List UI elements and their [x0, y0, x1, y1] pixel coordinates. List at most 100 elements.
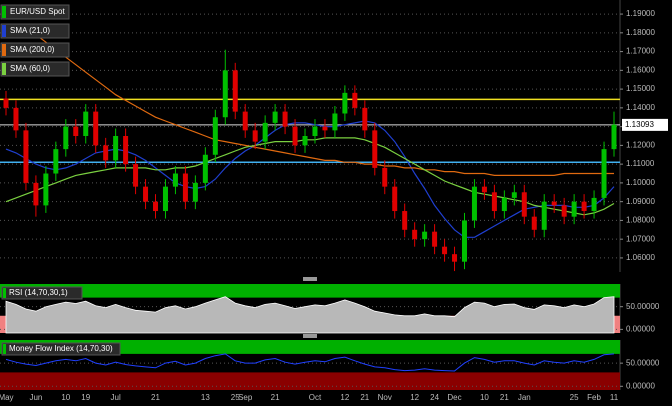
x-tick-label: Dec	[447, 393, 461, 402]
candle-body	[222, 70, 228, 118]
candle-body	[372, 130, 378, 168]
y-tick-label: 1.19000	[626, 9, 655, 18]
price-label-box	[622, 118, 668, 131]
x-tick-label: 12	[340, 393, 349, 402]
x-tick-label: 21	[360, 393, 369, 402]
legend-box	[0, 61, 70, 77]
candle-body	[352, 92, 358, 108]
candle-body	[461, 220, 467, 262]
panel-title: Money Flow Index (14,70,30)	[9, 344, 113, 353]
candle-body	[501, 197, 507, 212]
candle-body	[561, 205, 567, 217]
candle-body	[491, 192, 497, 212]
y-tick-label: 1.14000	[626, 103, 655, 112]
candle-body	[362, 107, 368, 131]
x-tick-label: 21	[271, 393, 280, 402]
candle-body	[412, 229, 418, 240]
candle-body	[212, 117, 218, 155]
candle-body	[402, 211, 408, 230]
x-tick-label: 19	[81, 393, 90, 402]
legend-label: SMA (60,0)	[10, 64, 50, 73]
x-tick-label: 11	[610, 393, 619, 402]
candle-body	[432, 231, 438, 247]
price-label: 1.13093	[625, 120, 654, 129]
x-tick-label: Jun	[29, 393, 42, 402]
oversold-band	[0, 372, 620, 390]
legend-swatch	[2, 6, 6, 18]
x-tick-label: 12	[410, 393, 419, 402]
candle-body	[551, 201, 557, 206]
candle-body	[601, 149, 607, 198]
candle-body	[302, 136, 308, 146]
legend-box	[0, 42, 70, 58]
candle-body	[521, 192, 527, 217]
x-tick-label: Feb	[587, 393, 601, 402]
legend-label: SMA (21,0)	[10, 26, 50, 35]
candle-body	[63, 126, 69, 150]
candle-body	[162, 186, 168, 212]
panel-title: RSI (14,70,30,1)	[9, 288, 68, 297]
candle-body	[392, 186, 398, 212]
x-tick-label: Jul	[111, 393, 121, 402]
candle-body	[83, 111, 89, 136]
legend-label: SMA (200,0)	[10, 45, 55, 54]
candle-body	[262, 122, 268, 142]
candle-body	[13, 107, 19, 131]
candle-body	[53, 149, 59, 174]
candle-body	[3, 98, 9, 108]
candle-body	[342, 92, 348, 114]
y-tick-label: 0.00000	[626, 324, 655, 333]
x-tick-label: Sep	[238, 393, 253, 402]
panel-label-swatch	[3, 344, 6, 354]
candle-body	[312, 126, 318, 136]
candle-body	[511, 192, 517, 198]
x-tick-label: 13	[201, 393, 210, 402]
y-tick-label: 1.08000	[626, 216, 655, 225]
x-tick-label: Oct	[309, 393, 322, 402]
candle-body	[591, 197, 597, 212]
candle-body	[382, 167, 388, 187]
y-tick-label: 1.12000	[626, 140, 655, 149]
sma-line	[5, 137, 615, 216]
candle-body	[282, 111, 288, 127]
candle-body	[611, 124, 617, 150]
y-tick-label: 1.18000	[626, 28, 655, 37]
x-tick-label: 25	[570, 393, 579, 402]
candle-body	[153, 201, 159, 212]
x-tick-label: 25	[231, 393, 240, 402]
candle-body	[43, 173, 49, 206]
panel-label-swatch	[3, 288, 6, 298]
y-tick-label: 1.06000	[626, 253, 655, 262]
overbought-band	[0, 284, 620, 298]
candle-body	[571, 201, 577, 217]
y-tick-label: 50.00000	[626, 302, 660, 311]
x-tick-label: 21	[500, 393, 509, 402]
x-tick-label: May	[0, 393, 14, 402]
candle-body	[242, 111, 248, 131]
legend-swatch	[2, 25, 6, 37]
candle-body	[133, 164, 139, 187]
x-tick-label: 24	[430, 393, 439, 402]
candle-body	[581, 201, 587, 212]
candle-body	[332, 113, 338, 131]
candle-body	[481, 186, 487, 193]
y-tick-label: 1.10000	[626, 178, 655, 187]
candle-body	[541, 201, 547, 230]
candle-body	[452, 254, 458, 262]
candle-body	[471, 186, 477, 221]
y-tick-label: 1.15000	[626, 84, 655, 93]
rsi-area	[5, 296, 615, 334]
y-tick-label: 1.17000	[626, 47, 655, 56]
mfi-line	[5, 353, 615, 372]
legend-label: EUR/USD Spot	[10, 7, 65, 16]
x-tick-label: 10	[480, 393, 489, 402]
candle-body	[23, 130, 29, 183]
y-tick-label: 1.07000	[626, 234, 655, 243]
candle-body	[172, 173, 178, 187]
candle-body	[93, 111, 99, 146]
overbought-band	[0, 340, 620, 354]
candle-body	[182, 173, 188, 202]
y-tick-label: 1.16000	[626, 65, 655, 74]
